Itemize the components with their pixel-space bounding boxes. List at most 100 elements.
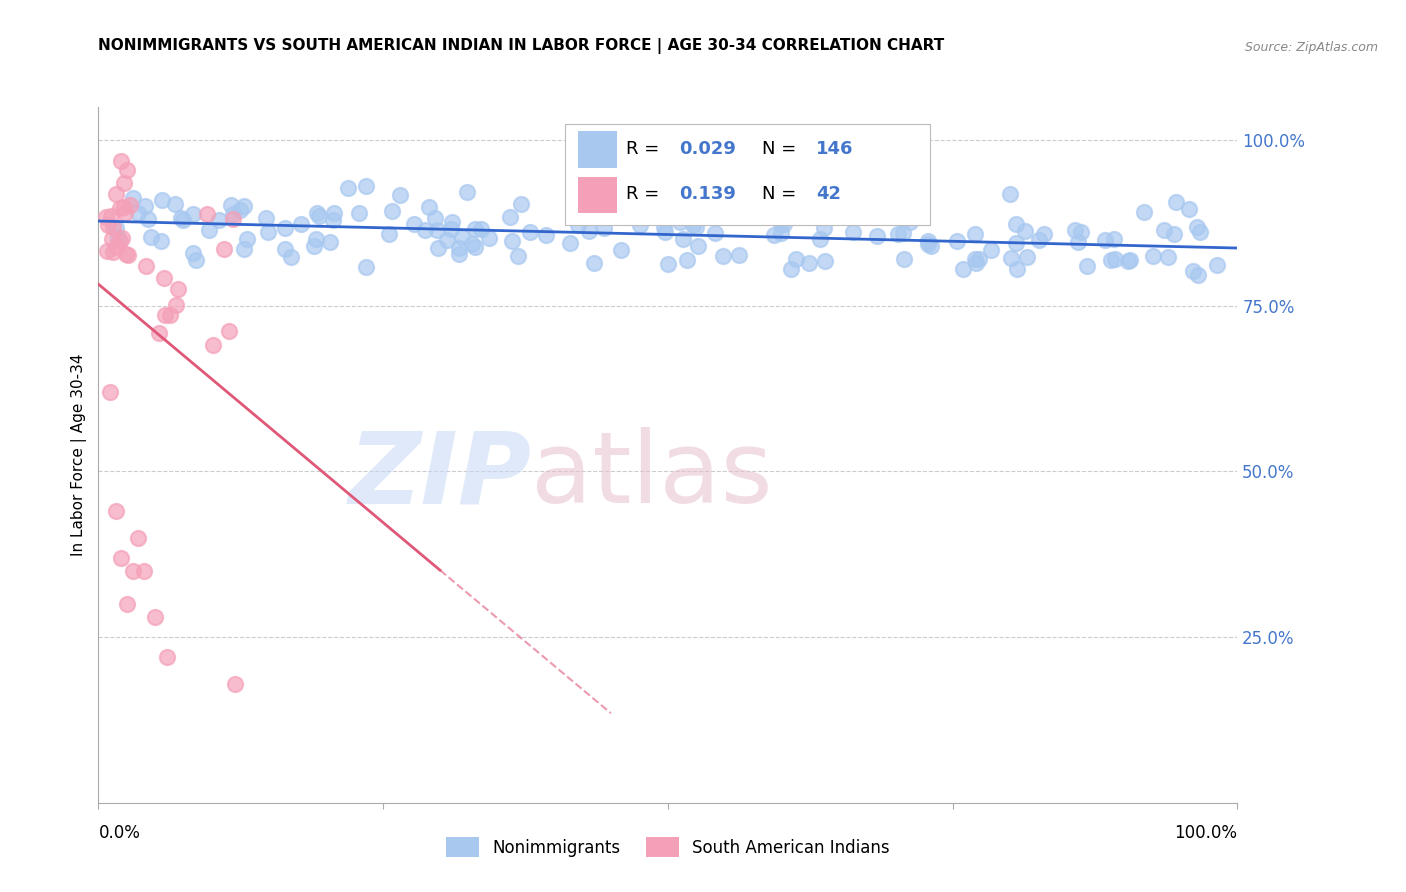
Point xyxy=(681,197,703,211)
Point xyxy=(814,254,837,268)
Point xyxy=(274,221,297,235)
FancyBboxPatch shape xyxy=(565,124,929,226)
Point xyxy=(707,203,730,218)
Point xyxy=(425,222,447,236)
Point xyxy=(1070,225,1092,239)
Point xyxy=(108,201,131,215)
Point xyxy=(1119,253,1142,268)
Point xyxy=(477,231,499,245)
Point xyxy=(1076,259,1098,273)
Point xyxy=(654,225,676,239)
Point xyxy=(280,251,302,265)
Point xyxy=(274,242,297,256)
Point xyxy=(153,308,176,322)
Point xyxy=(1028,233,1050,247)
Point xyxy=(172,213,194,227)
Point xyxy=(94,211,117,225)
Point xyxy=(464,222,486,236)
Point xyxy=(201,338,224,352)
Point xyxy=(229,203,252,218)
Point xyxy=(652,219,675,234)
Point xyxy=(114,206,136,220)
Point xyxy=(887,227,910,241)
Point xyxy=(127,206,149,220)
Point xyxy=(257,225,280,239)
Point xyxy=(1116,254,1139,268)
Point xyxy=(104,504,127,518)
Point xyxy=(449,246,471,260)
Text: 0.139: 0.139 xyxy=(679,185,737,203)
FancyBboxPatch shape xyxy=(578,131,617,168)
Point xyxy=(560,235,582,250)
Point xyxy=(998,186,1021,201)
Text: 42: 42 xyxy=(815,185,841,203)
Point xyxy=(808,231,831,245)
Text: 0.029: 0.029 xyxy=(679,140,737,158)
Point xyxy=(920,239,942,253)
Text: N =: N = xyxy=(762,140,803,158)
Point xyxy=(1032,227,1054,241)
Text: N =: N = xyxy=(762,185,803,203)
Point xyxy=(969,252,991,266)
Point xyxy=(682,218,704,232)
Point xyxy=(97,218,120,232)
Point xyxy=(1005,261,1028,276)
Text: 0.0%: 0.0% xyxy=(98,824,141,842)
Point xyxy=(917,234,939,248)
Point xyxy=(461,236,484,251)
Point xyxy=(1094,233,1116,247)
Text: 146: 146 xyxy=(815,140,853,158)
Point xyxy=(337,181,360,195)
Point xyxy=(418,200,440,214)
Point xyxy=(669,215,692,229)
Point xyxy=(103,244,125,259)
Point xyxy=(506,249,529,263)
Point xyxy=(451,230,474,244)
Point xyxy=(813,220,835,235)
Text: atlas: atlas xyxy=(531,427,773,524)
Point xyxy=(440,222,463,236)
Point xyxy=(149,234,172,248)
Point xyxy=(610,243,633,257)
Point xyxy=(657,257,679,271)
Text: R =: R = xyxy=(626,185,665,203)
FancyBboxPatch shape xyxy=(578,177,617,213)
Point xyxy=(101,232,124,246)
Point xyxy=(183,206,205,220)
Point xyxy=(499,211,522,225)
Text: NONIMMIGRANTS VS SOUTH AMERICAN INDIAN IN LABOR FORCE | AGE 30-34 CORRELATION CH: NONIMMIGRANTS VS SOUTH AMERICAN INDIAN I… xyxy=(98,37,945,54)
Point xyxy=(780,262,803,277)
Point xyxy=(672,232,695,246)
Point xyxy=(214,242,236,256)
Point xyxy=(105,220,128,235)
Point xyxy=(1004,236,1026,251)
Point xyxy=(101,219,124,234)
Point xyxy=(141,230,163,244)
Point xyxy=(235,232,257,246)
Point xyxy=(501,234,523,248)
Point xyxy=(110,154,132,169)
Point xyxy=(893,252,915,266)
Point xyxy=(302,239,325,253)
Point xyxy=(1099,253,1122,268)
Point xyxy=(447,241,470,255)
Point xyxy=(509,197,531,211)
Point xyxy=(134,199,156,213)
Point xyxy=(222,211,245,226)
Point xyxy=(1166,195,1188,210)
Point xyxy=(1182,264,1205,278)
Point xyxy=(153,271,176,285)
Point xyxy=(347,206,370,220)
Point xyxy=(108,235,131,249)
Point xyxy=(456,185,478,199)
Point xyxy=(1014,224,1036,238)
Point xyxy=(773,217,796,231)
Point xyxy=(898,215,921,229)
Point xyxy=(404,217,426,231)
Point xyxy=(186,252,208,267)
Point xyxy=(111,231,134,245)
Point xyxy=(440,214,463,228)
Point xyxy=(1064,223,1087,237)
Point xyxy=(98,384,121,399)
Point xyxy=(170,211,193,225)
